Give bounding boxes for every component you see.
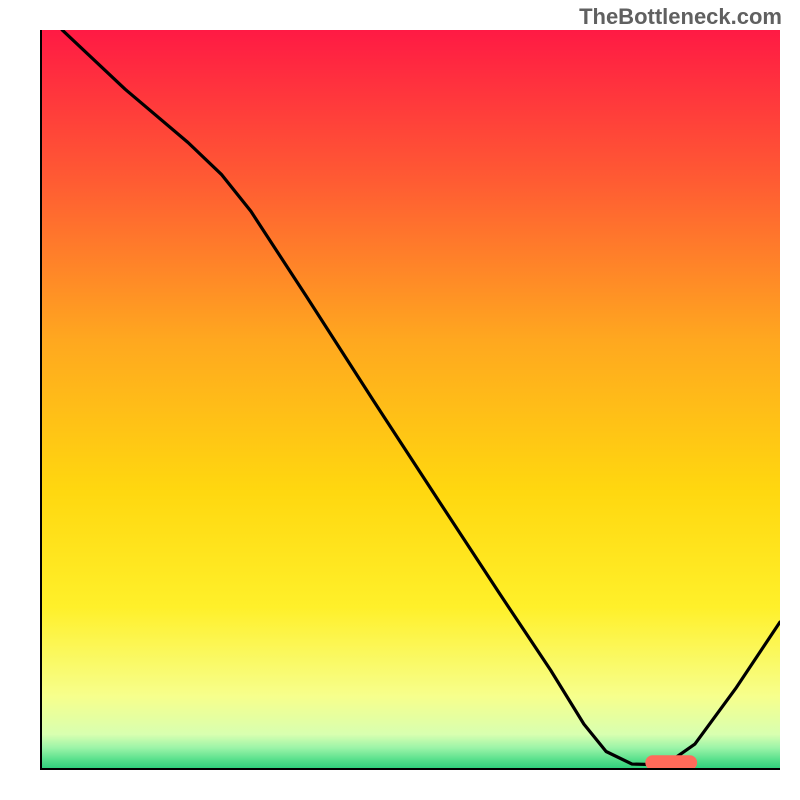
- plot-svg: [40, 30, 780, 770]
- optimum-marker: [645, 755, 697, 770]
- chart-container: TheBottleneck.com: [0, 0, 800, 800]
- watermark-text: TheBottleneck.com: [579, 4, 782, 30]
- plot-area: [40, 30, 780, 770]
- gradient-background: [40, 30, 780, 770]
